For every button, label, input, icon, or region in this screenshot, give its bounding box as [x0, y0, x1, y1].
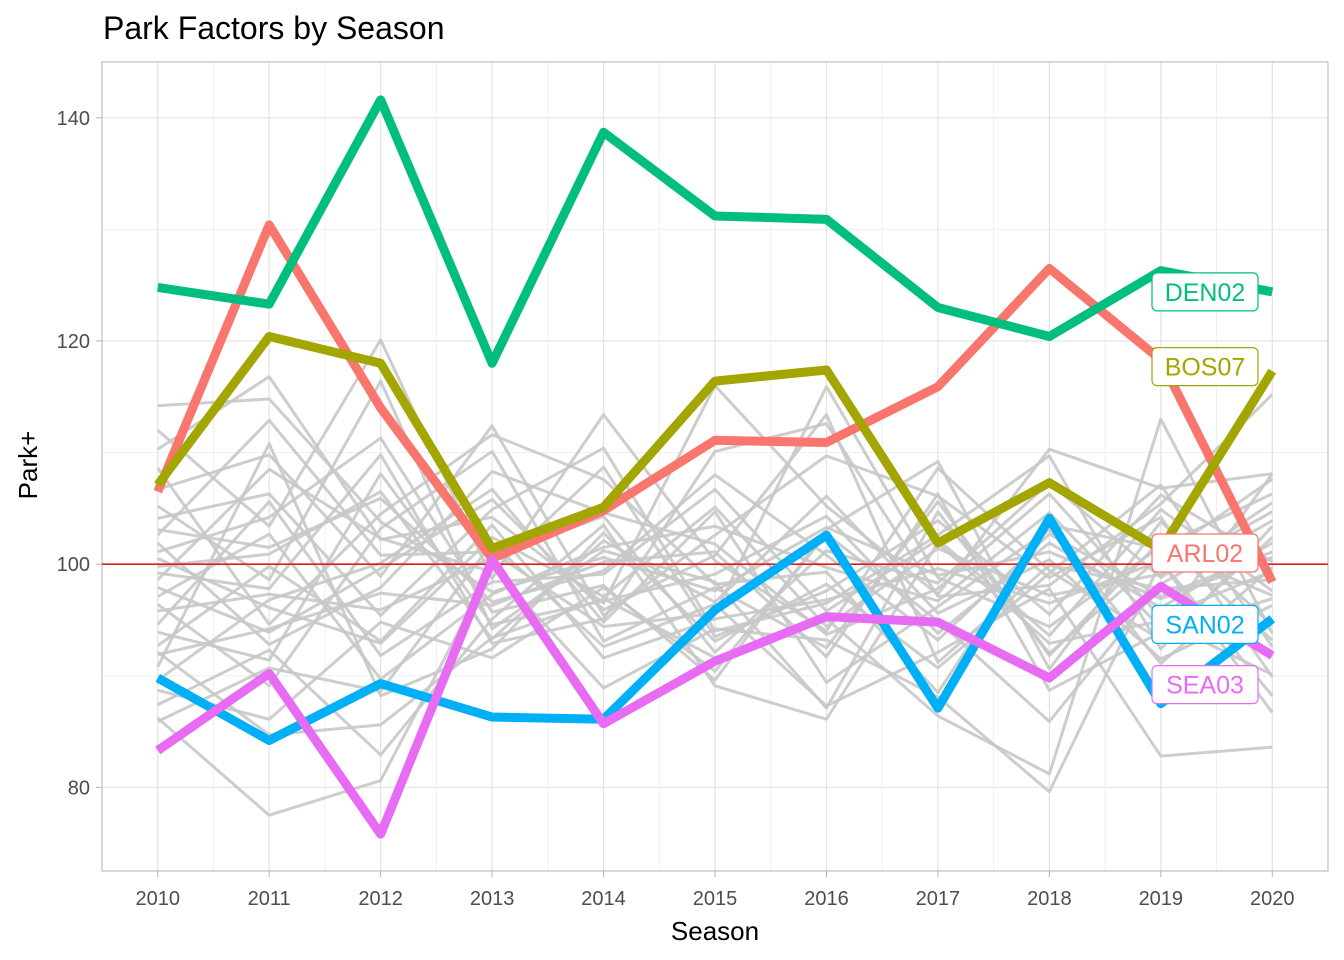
end-label-text: SAN02 — [1165, 611, 1244, 639]
series-end-labels: ARL02 BOS07 DEN02 SAN02 SEA03 — [1151, 272, 1259, 705]
y-axis-title: Park+ — [13, 431, 43, 500]
gridlines — [101, 61, 1329, 872]
background-series-line — [156, 449, 1274, 688]
end-label-box — [1151, 604, 1259, 644]
end-label-box — [1151, 533, 1259, 573]
end-label-bos07: BOS07 — [1151, 347, 1259, 387]
x-tick-label: 2014 — [581, 888, 626, 910]
series-line-san02 — [155, 513, 1275, 745]
background-series-line — [157, 523, 1273, 757]
x-tick-label: 2017 — [916, 888, 961, 910]
end-label-sea03: SEA03 — [1151, 665, 1259, 705]
x-axis-title: Season — [671, 916, 759, 946]
x-tick-label: 2011 — [248, 888, 291, 910]
x-tick-label: 2015 — [693, 888, 738, 910]
background-series-line — [157, 519, 1274, 723]
series-line-den02 — [157, 95, 1274, 368]
chart-title: Park Factors by Season — [103, 10, 445, 46]
series-line-arl02 — [153, 220, 1277, 585]
background-series-line — [156, 442, 1274, 698]
background-series-line — [157, 436, 1274, 682]
background-series-line — [157, 397, 1273, 601]
end-label-text: DEN02 — [1165, 279, 1246, 307]
y-tick-label: 100 — [57, 554, 90, 576]
background-series-line — [156, 472, 1274, 681]
series-line-sea03 — [155, 555, 1275, 839]
highlighted-series-lines — [153, 95, 1277, 839]
end-label-den02: DEN02 — [1151, 272, 1259, 312]
y-axis-ticks: 80 100 120 140 — [57, 108, 102, 799]
x-tick-label: 2012 — [358, 888, 403, 910]
x-tick-label: 2018 — [1027, 888, 1072, 910]
x-tick-label: 2020 — [1250, 888, 1295, 910]
end-label-text: ARL02 — [1167, 540, 1243, 568]
x-tick-label: 2019 — [1139, 888, 1184, 910]
background-series-line — [156, 523, 1274, 697]
background-series-line — [156, 560, 1274, 817]
end-label-arl02: ARL02 — [1151, 533, 1259, 573]
background-series-line — [157, 393, 1274, 645]
end-label-box — [1151, 272, 1259, 312]
x-tick-label: 2016 — [804, 888, 849, 910]
end-label-box — [1151, 665, 1259, 705]
end-label-text: SEA03 — [1166, 672, 1244, 700]
end-label-box — [1151, 347, 1259, 387]
x-tick-label: 2013 — [470, 888, 515, 910]
y-tick-label: 80 — [68, 777, 90, 799]
end-label-san02: SAN02 — [1151, 604, 1259, 644]
x-axis-ticks: 2010 2011 2012 2013 2014 2015 2016 2017 2018 2019… — [135, 871, 1295, 910]
y-tick-label: 120 — [57, 331, 90, 353]
end-label-text: BOS07 — [1165, 354, 1246, 382]
series-line-bos07 — [154, 332, 1277, 555]
y-tick-label: 140 — [57, 108, 90, 130]
background-series-line — [157, 492, 1273, 692]
x-tick-label: 2010 — [135, 888, 180, 910]
